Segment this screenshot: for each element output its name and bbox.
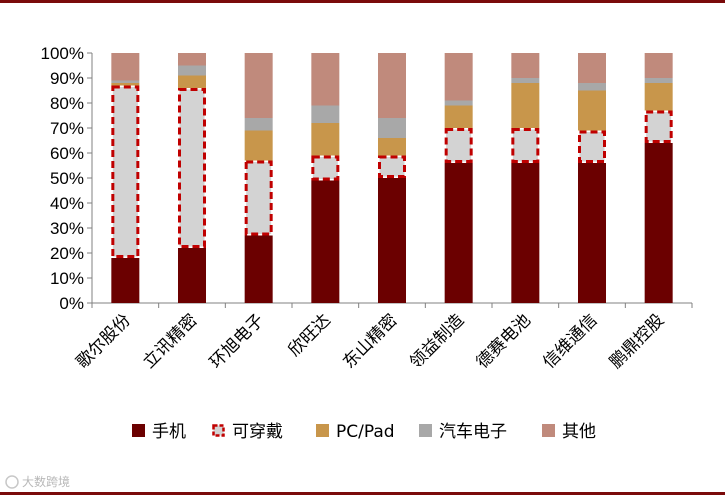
y-tick-label: 70% — [50, 119, 84, 138]
x-category-label: 立讯精密 — [139, 310, 201, 372]
x-category-label: 德赛电池 — [472, 310, 535, 373]
bar-segment-pc-pad — [511, 83, 540, 128]
bar-segment-pc-pad — [111, 83, 140, 86]
bar-segment-wearable — [111, 85, 140, 258]
bar-segment-wearable — [644, 110, 673, 143]
y-tick-label: 40% — [50, 194, 84, 213]
y-tick-label: 80% — [50, 94, 84, 113]
y-tick-label: 100% — [41, 44, 84, 63]
bar-segment-auto-electronics — [244, 118, 273, 131]
y-tick-label: 20% — [50, 244, 84, 263]
bar-segment-auto-electronics — [311, 105, 340, 123]
watermark-logo-icon — [5, 475, 19, 489]
bar-segment-phone — [311, 180, 340, 303]
legend-label: 手机 — [152, 422, 186, 442]
bar-segment-other — [644, 53, 673, 78]
bar-segment-phone — [244, 235, 273, 303]
bar-segment-auto-electronics — [111, 80, 140, 83]
bottom-rule — [0, 492, 725, 495]
bar-segment-pc-pad — [644, 83, 673, 111]
legend-swatch — [419, 424, 432, 437]
bar-segment-phone — [511, 163, 540, 303]
bar-segment-phone — [378, 178, 406, 303]
bar-segment-wearable — [578, 130, 606, 163]
bar-segment-other — [111, 53, 140, 81]
bar-segment-phone — [178, 248, 206, 303]
bar-segment-pc-pad — [311, 123, 340, 156]
bar-segment-other — [511, 53, 540, 78]
legend-label: PC/Pad — [336, 422, 395, 442]
y-tick-label: 50% — [50, 169, 84, 188]
bar-segment-pc-pad — [244, 130, 273, 161]
bar-segment-pc-pad — [578, 90, 606, 131]
x-category-label: 领益制造 — [406, 310, 468, 372]
legend-swatch-wearable — [212, 424, 225, 437]
bar-segment-auto-electronics — [178, 65, 206, 76]
bar-segment-phone — [578, 163, 606, 303]
top-rule — [0, 0, 725, 3]
bar-segment-phone — [111, 258, 140, 303]
bar-segment-auto-electronics — [511, 78, 540, 83]
bar-segment-wearable — [178, 88, 206, 248]
bar-segment-other — [244, 53, 273, 118]
x-category-label: 欣旺达 — [285, 310, 335, 360]
bar-segment-auto-electronics — [578, 83, 606, 91]
x-category-label: 环旭电子 — [206, 310, 268, 372]
bar-segment-auto-electronics — [444, 100, 473, 106]
y-tick-label: 30% — [50, 219, 84, 238]
legend-label: 其他 — [562, 422, 596, 442]
bar-segment-other — [578, 53, 606, 83]
bar-segment-wearable — [444, 128, 473, 163]
bar-segment-wearable — [511, 128, 540, 163]
legend-swatch — [542, 424, 555, 437]
bar-segment-other — [444, 53, 473, 101]
y-tick-label: 0% — [59, 294, 84, 313]
legend-swatch — [316, 424, 329, 437]
bar-segment-other — [378, 53, 406, 118]
bar-segment-wearable — [244, 160, 273, 236]
x-category-label: 信维通信 — [539, 310, 601, 372]
bar-segment-auto-electronics — [378, 118, 406, 138]
bar-segment-pc-pad — [178, 75, 206, 88]
y-tick-label: 90% — [50, 69, 84, 88]
bar-segment-pc-pad — [378, 138, 406, 156]
bar-segment-phone — [444, 163, 473, 303]
bar-segment-other — [178, 53, 206, 66]
x-category-label: 歌尔股份 — [73, 310, 135, 372]
bar-segment-auto-electronics — [644, 78, 673, 83]
x-category-label: 鹏鼎控股 — [606, 310, 668, 372]
legend-swatch — [132, 424, 145, 437]
bar-segment-phone — [644, 143, 673, 303]
y-tick-label: 60% — [50, 144, 84, 163]
bar-segment-wearable — [311, 155, 340, 181]
legend-label: 汽车电子 — [439, 422, 507, 442]
y-tick-label: 10% — [50, 269, 84, 288]
watermark-text: 大数跨境 — [22, 474, 70, 489]
bar-segment-wearable — [378, 155, 406, 178]
legend-label: 可穿戴 — [232, 422, 283, 442]
x-category-label: 东山精密 — [339, 310, 401, 372]
bar-segment-pc-pad — [444, 105, 473, 128]
bar-segment-other — [311, 53, 340, 106]
